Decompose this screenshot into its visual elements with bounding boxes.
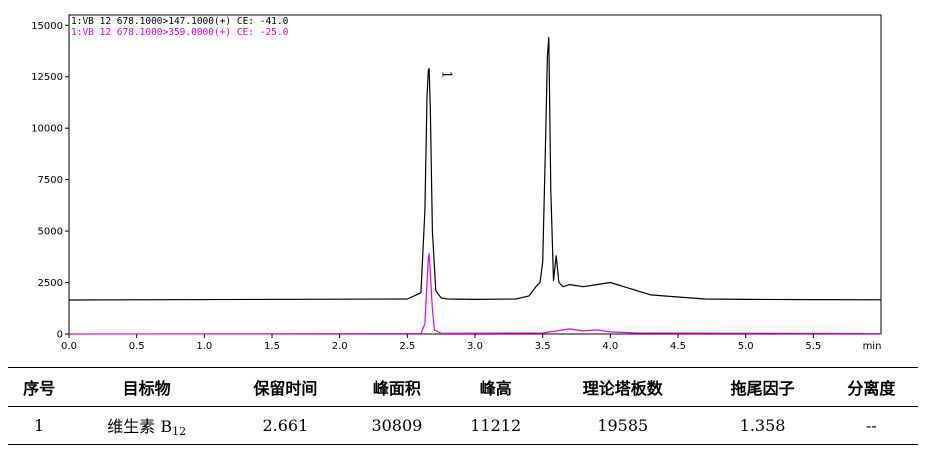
y-tick-label: 0 [57, 330, 63, 341]
x-tick-label: 0.5 [129, 341, 145, 352]
cell-index: 1 [8, 406, 71, 445]
traces [68, 36, 882, 335]
header-plates: 理论塔板数 [545, 367, 701, 407]
y-axis: 0 2500 5000 7500 10000 12500 15000 [31, 21, 69, 341]
peak-label: 1 [439, 71, 454, 79]
x-tick-label: 5.5 [805, 341, 821, 352]
cell-tailing: 1.358 [700, 406, 825, 445]
y-tick-label: 12500 [31, 72, 63, 83]
header-compound: 目标物 [70, 367, 224, 407]
x-tick-label: 5.0 [738, 341, 754, 352]
series-line-1 [68, 36, 882, 301]
header-tailing: 拖尾因子 [700, 367, 825, 407]
header-index: 序号 [8, 367, 71, 407]
y-tick-label: 10000 [31, 124, 63, 135]
y-tick-label: 2500 [38, 278, 63, 289]
table-header-row: 序号 目标物 保留时间 峰面积 峰高 理论塔板数 拖尾因子 分离度 [8, 367, 918, 407]
x-tick-label: 4.0 [602, 341, 618, 352]
x-tick-label: 1.5 [264, 341, 280, 352]
chromatogram-chart: 0.0 0.5 1.0 1.5 2.0 2.5 3.0 3.5 4.0 4.5 5.0 5.5 min … [31, 14, 882, 352]
x-tick-label: 3.5 [535, 341, 551, 352]
results-table: 序号 目标物 保留时间 峰面积 峰高 理论塔板数 拖尾因子 分离度 1 维生素 … [8, 367, 918, 445]
header-resolution: 分离度 [824, 367, 918, 407]
x-axis: 0.0 0.5 1.0 1.5 2.0 2.5 3.0 3.5 4.0 4.5 5.0 5.5 min [61, 334, 881, 352]
cell-peak-height: 11212 [446, 406, 546, 445]
x-tick-label: 1.0 [196, 341, 212, 352]
x-unit-label: min [863, 341, 882, 352]
x-tick-label: 2.5 [399, 341, 415, 352]
x-tick-label: 0.0 [61, 341, 77, 352]
y-tick-label: 15000 [31, 21, 63, 32]
y-tick-label: 7500 [38, 175, 63, 186]
series-line-2 [68, 253, 882, 335]
x-tick-label: 4.5 [670, 341, 686, 352]
y-tick-label: 5000 [38, 227, 63, 238]
cell-plates: 19585 [545, 406, 701, 445]
legend-series-1: 1:VB 12 678.1000>147.1000(+) CE: -41.0 [71, 16, 289, 27]
table-row: 1 维生素 B12 2.661 30809 11212 19585 1.358 … [8, 406, 918, 445]
header-retention-time: 保留时间 [223, 367, 348, 407]
x-tick-label: 2.0 [332, 341, 348, 352]
cell-retention-time: 2.661 [223, 406, 348, 445]
header-peak-height: 峰高 [446, 367, 546, 407]
compound-subscript: 12 [172, 425, 187, 438]
x-tick-label: 3.0 [467, 341, 483, 352]
header-peak-area: 峰面积 [347, 367, 447, 407]
legend-series-2: 1:VB 12 678.1000>359.0000(+) CE: -25.0 [71, 27, 289, 38]
compound-name: 维生素 B [107, 417, 173, 436]
plot-frame [68, 14, 882, 335]
cell-peak-area: 30809 [347, 406, 447, 445]
cell-resolution: -- [824, 406, 918, 445]
cell-compound: 维生素 B12 [70, 406, 224, 445]
